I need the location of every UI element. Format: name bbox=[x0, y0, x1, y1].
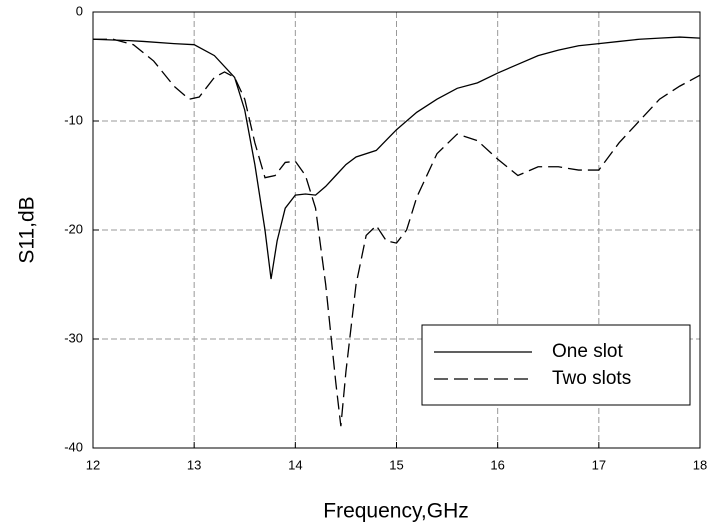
x-axis-label: Frequency,GHz bbox=[323, 500, 469, 523]
plot-frame bbox=[92, 11, 701, 449]
y-tick-label: 0 bbox=[76, 3, 83, 18]
x-tick-label: 13 bbox=[187, 457, 201, 472]
x-tick-label: 12 bbox=[86, 457, 100, 472]
y-axis-label: S11,dB bbox=[16, 196, 39, 263]
y-tick-label: -20 bbox=[64, 221, 83, 236]
legend-label: Two slots bbox=[552, 368, 631, 389]
x-tick-label: 17 bbox=[592, 457, 606, 472]
x-tick-label: 16 bbox=[490, 457, 504, 472]
x-tick-label: 18 bbox=[693, 457, 707, 472]
x-tick-label: 15 bbox=[389, 457, 403, 472]
x-tick-label: 14 bbox=[288, 457, 302, 472]
y-tick-label: -30 bbox=[64, 330, 83, 345]
series-line bbox=[93, 38, 701, 427]
legend-label: One slot bbox=[552, 341, 623, 362]
y-tick-label: -10 bbox=[64, 112, 83, 127]
series-line bbox=[92, 36, 701, 280]
legend-box bbox=[421, 324, 691, 406]
y-tick-label: -40 bbox=[64, 439, 83, 454]
